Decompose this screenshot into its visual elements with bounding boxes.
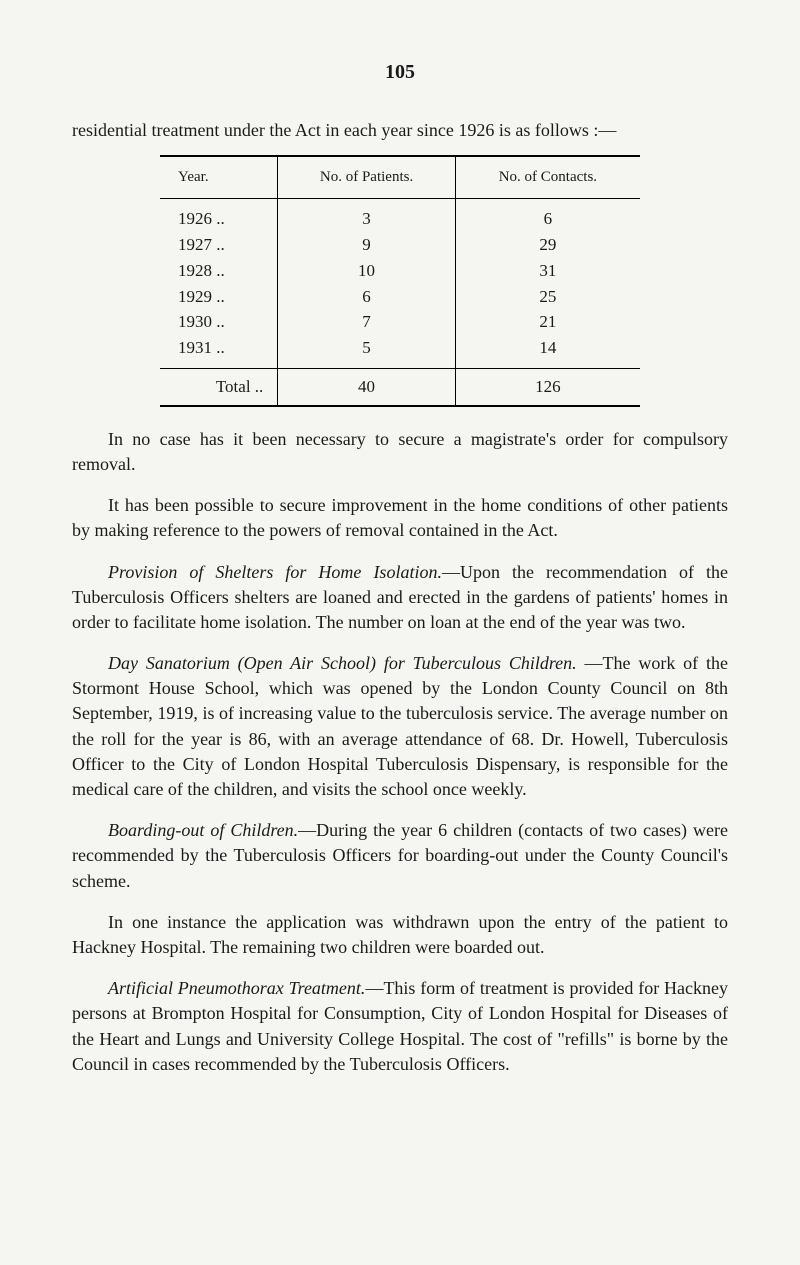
- cell-contacts: 25: [455, 284, 640, 310]
- cell-patients: 7: [278, 309, 455, 335]
- table-row: 1931 .. 5 14: [160, 335, 640, 368]
- cell-patients: 10: [278, 258, 455, 284]
- cell-contacts: 29: [455, 232, 640, 258]
- table-row: 1926 .. 3 6: [160, 199, 640, 232]
- body-paragraph: Provision of Shelters for Home Isolation…: [72, 560, 728, 636]
- para-text: In no case has it been necessary to secu…: [72, 429, 728, 474]
- para-text: It has been possible to secure improveme…: [72, 495, 728, 540]
- col-year: Year.: [160, 156, 278, 199]
- para-text: —The work of the Stormont House School, …: [72, 653, 728, 799]
- para-lead: Day Sanatorium (Open Air School) for Tub…: [108, 653, 577, 673]
- cell-year: 1931 ..: [160, 335, 278, 368]
- col-contacts: No. of Contacts.: [455, 156, 640, 199]
- para-text: In one instance the application was with…: [72, 912, 728, 957]
- footer-contacts: 126: [455, 368, 640, 405]
- table-row: 1928 .. 10 31: [160, 258, 640, 284]
- body-paragraph: Boarding-out of Children.—During the yea…: [72, 818, 728, 894]
- table-footer-row: Total .. 40 126: [160, 368, 640, 405]
- footer-label: Total ..: [160, 368, 278, 405]
- cell-year: 1928 ..: [160, 258, 278, 284]
- para-lead: Boarding-out of Children.: [108, 820, 298, 840]
- cell-year: 1927 ..: [160, 232, 278, 258]
- body-paragraph: In no case has it been necessary to secu…: [72, 427, 728, 477]
- cell-patients: 5: [278, 335, 455, 368]
- body-paragraph: In one instance the application was with…: [72, 910, 728, 960]
- cell-year: 1929 ..: [160, 284, 278, 310]
- para-lead: Provision of Shelters for Home Isolation…: [108, 562, 442, 582]
- table-row: 1930 .. 7 21: [160, 309, 640, 335]
- cell-year: 1926 ..: [160, 199, 278, 232]
- table-header-row: Year. No. of Patients. No. of Contacts.: [160, 156, 640, 199]
- body-paragraph: Artificial Pneumothorax Treatment.—This …: [72, 976, 728, 1077]
- cell-patients: 3: [278, 199, 455, 232]
- col-patients: No. of Patients.: [278, 156, 455, 199]
- body-paragraph: Day Sanatorium (Open Air School) for Tub…: [72, 651, 728, 802]
- treatment-table: Year. No. of Patients. No. of Contacts. …: [160, 155, 640, 407]
- cell-patients: 6: [278, 284, 455, 310]
- intro-paragraph: residential treatment under the Act in e…: [72, 118, 728, 143]
- footer-patients: 40: [278, 368, 455, 405]
- body-paragraph: It has been possible to secure improveme…: [72, 493, 728, 543]
- cell-contacts: 6: [455, 199, 640, 232]
- cell-year: 1930 ..: [160, 309, 278, 335]
- table-row: 1929 .. 6 25: [160, 284, 640, 310]
- table-body: 1926 .. 3 6 1927 .. 9 29 1928 .. 10 31 1…: [160, 199, 640, 369]
- cell-contacts: 21: [455, 309, 640, 335]
- cell-patients: 9: [278, 232, 455, 258]
- cell-contacts: 31: [455, 258, 640, 284]
- cell-contacts: 14: [455, 335, 640, 368]
- treatment-table-container: Year. No. of Patients. No. of Contacts. …: [160, 155, 640, 407]
- para-lead: Artificial Pneumothorax Treatment.: [108, 978, 365, 998]
- table-row: 1927 .. 9 29: [160, 232, 640, 258]
- page-number: 105: [72, 58, 728, 86]
